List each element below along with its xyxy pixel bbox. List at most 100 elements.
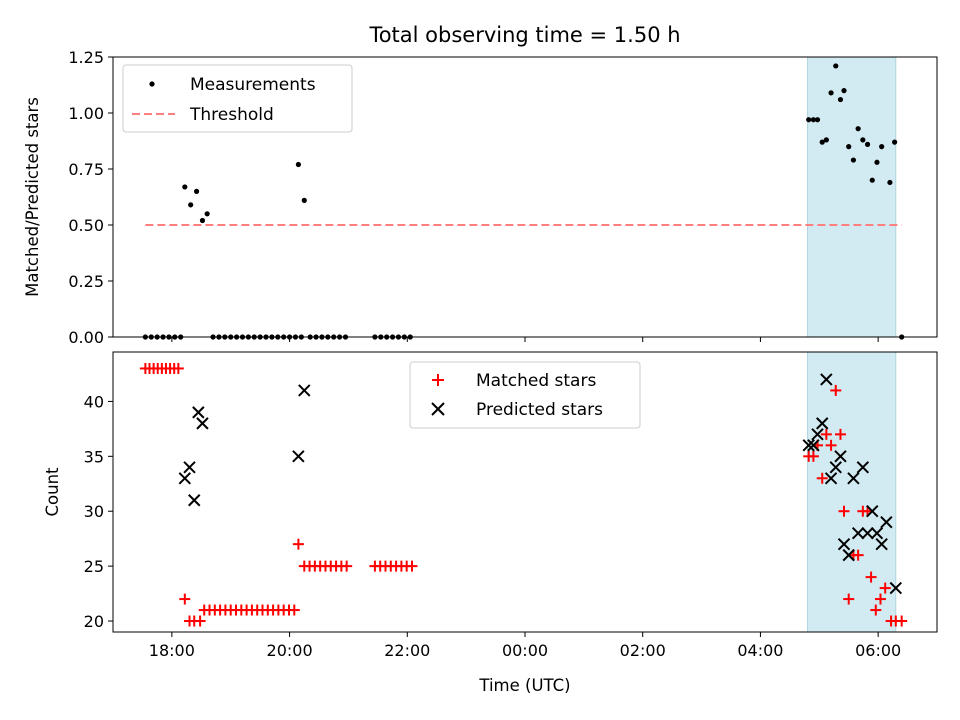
- top-x-ticks: [171, 337, 879, 342]
- top-panel: 0.00 0.25 0.50 0.75 1.00 1.25 Total observing…: [23, 23, 938, 347]
- measurement-point: [846, 144, 852, 150]
- bottom-y-axis-label: Count: [43, 467, 62, 517]
- measurement-point: [864, 141, 871, 147]
- predicted-star-point: [834, 450, 847, 463]
- predicted-star-point: [192, 406, 205, 419]
- legend-label-predicted: Predicted stars: [476, 400, 603, 420]
- matched-star-point: [816, 472, 828, 484]
- measurement-point: [301, 197, 307, 203]
- measurement-point: [810, 117, 817, 123]
- predicted-star-point: [866, 505, 879, 518]
- predicted-star-point: [816, 417, 829, 430]
- x-tick-label: 20:00: [267, 641, 313, 660]
- measurement-point: [850, 157, 857, 163]
- legend-label-threshold: Threshold: [189, 105, 274, 125]
- top-legend: Measurements Threshold: [122, 64, 353, 133]
- measurement-point: [188, 202, 194, 208]
- measurement-point: [823, 137, 829, 143]
- x-tick-label: 18:00: [149, 641, 195, 660]
- measurement-point: [806, 117, 812, 123]
- x-tick-label: 22:00: [384, 641, 430, 660]
- matched-star-point: [870, 604, 882, 616]
- predicted-star-points: [178, 373, 903, 595]
- measurement-point: [819, 139, 825, 145]
- legend-marker-matched: [432, 374, 444, 386]
- predicted-star-point: [292, 450, 305, 463]
- y-tick-label: 35: [84, 447, 104, 466]
- legend-marker-measurements: [149, 81, 155, 87]
- measurement-point: [204, 211, 210, 217]
- predicted-star-point: [824, 472, 838, 485]
- matched-star-point: [879, 582, 891, 594]
- matched-star-point: [288, 604, 300, 616]
- legend-label-measurements: Measurements: [190, 75, 316, 95]
- matched-star-points: [139, 362, 908, 627]
- matched-star-point: [807, 450, 819, 462]
- top-title: Total observing time = 1.50 h: [368, 23, 680, 47]
- matched-star-point: [825, 439, 837, 451]
- y-tick-label: 0.75: [68, 160, 104, 179]
- y-tick-label: 25: [84, 557, 104, 576]
- matched-star-point: [292, 538, 304, 550]
- bottom-legend-box: [409, 361, 641, 429]
- predicted-star-point: [807, 439, 820, 452]
- predicted-star-point: [851, 526, 865, 540]
- top-y-ticks: 0.00 0.25 0.50 0.75 1.00 1.25: [68, 48, 113, 347]
- matched-star-point: [852, 549, 864, 561]
- predicted-star-point: [856, 461, 870, 474]
- y-tick-label: 0.00: [68, 328, 104, 347]
- measurement-point: [874, 159, 880, 165]
- matched-star-point: [820, 428, 832, 440]
- measurement-point: [841, 88, 847, 94]
- predicted-star-point: [820, 373, 833, 386]
- bottom-panel: 20 25 30 35 40 18:00 20:00 22:00 00:00 02:00 04:0…: [43, 351, 938, 695]
- matched-star-point: [838, 505, 850, 517]
- predicted-star-point: [889, 581, 903, 595]
- top-y-axis-label: Matched/Predicted stars: [23, 97, 42, 297]
- predicted-star-point: [875, 537, 888, 551]
- bottom-x-axis-label: Time (UTC): [478, 676, 570, 695]
- predicted-star-point: [183, 461, 196, 474]
- measurement-point: [879, 144, 885, 150]
- top-panel-highlight-span: [807, 56, 897, 338]
- predicted-star-point: [178, 472, 192, 485]
- y-tick-label: 1.25: [68, 48, 104, 67]
- measurement-point: [814, 117, 821, 123]
- y-tick-label: 20: [84, 612, 104, 631]
- matched-star-point: [172, 362, 184, 374]
- matched-star-point: [874, 593, 886, 605]
- measurement-point: [833, 63, 839, 69]
- matched-star-point: [830, 384, 842, 396]
- y-tick-label: 0.50: [68, 216, 104, 235]
- matched-star-point: [406, 560, 418, 572]
- matched-star-point: [179, 593, 191, 605]
- measurement-point: [193, 188, 200, 194]
- matched-star-point: [194, 615, 206, 627]
- measurement-point: [892, 139, 898, 145]
- bottom-panel-highlight-span: [807, 351, 897, 633]
- predicted-star-point: [861, 526, 874, 540]
- matched-star-point: [834, 428, 846, 440]
- predicted-star-point: [196, 417, 209, 430]
- measurement-point: [869, 177, 875, 183]
- measurement-point: [295, 161, 301, 168]
- predicted-star-point: [802, 439, 815, 452]
- matched-star-point: [341, 560, 353, 572]
- top-legend-box: [122, 64, 353, 133]
- x-tick-label: 04:00: [737, 641, 783, 660]
- predicted-star-point: [847, 472, 860, 485]
- x-tick-label: 06:00: [855, 641, 901, 660]
- predicted-star-point: [842, 548, 855, 562]
- predicted-star-point: [298, 384, 311, 397]
- measurement-point: [855, 126, 861, 132]
- matched-star-point: [843, 593, 855, 605]
- legend-marker-predicted: [431, 402, 445, 416]
- measurement-point: [828, 90, 834, 96]
- matched-star-point: [896, 615, 908, 627]
- measurement-point: [837, 96, 844, 103]
- predicted-star-point: [829, 461, 842, 474]
- matched-star-point: [865, 571, 877, 583]
- y-tick-label: 0.25: [68, 272, 104, 291]
- x-tick-label: 00:00: [502, 641, 548, 660]
